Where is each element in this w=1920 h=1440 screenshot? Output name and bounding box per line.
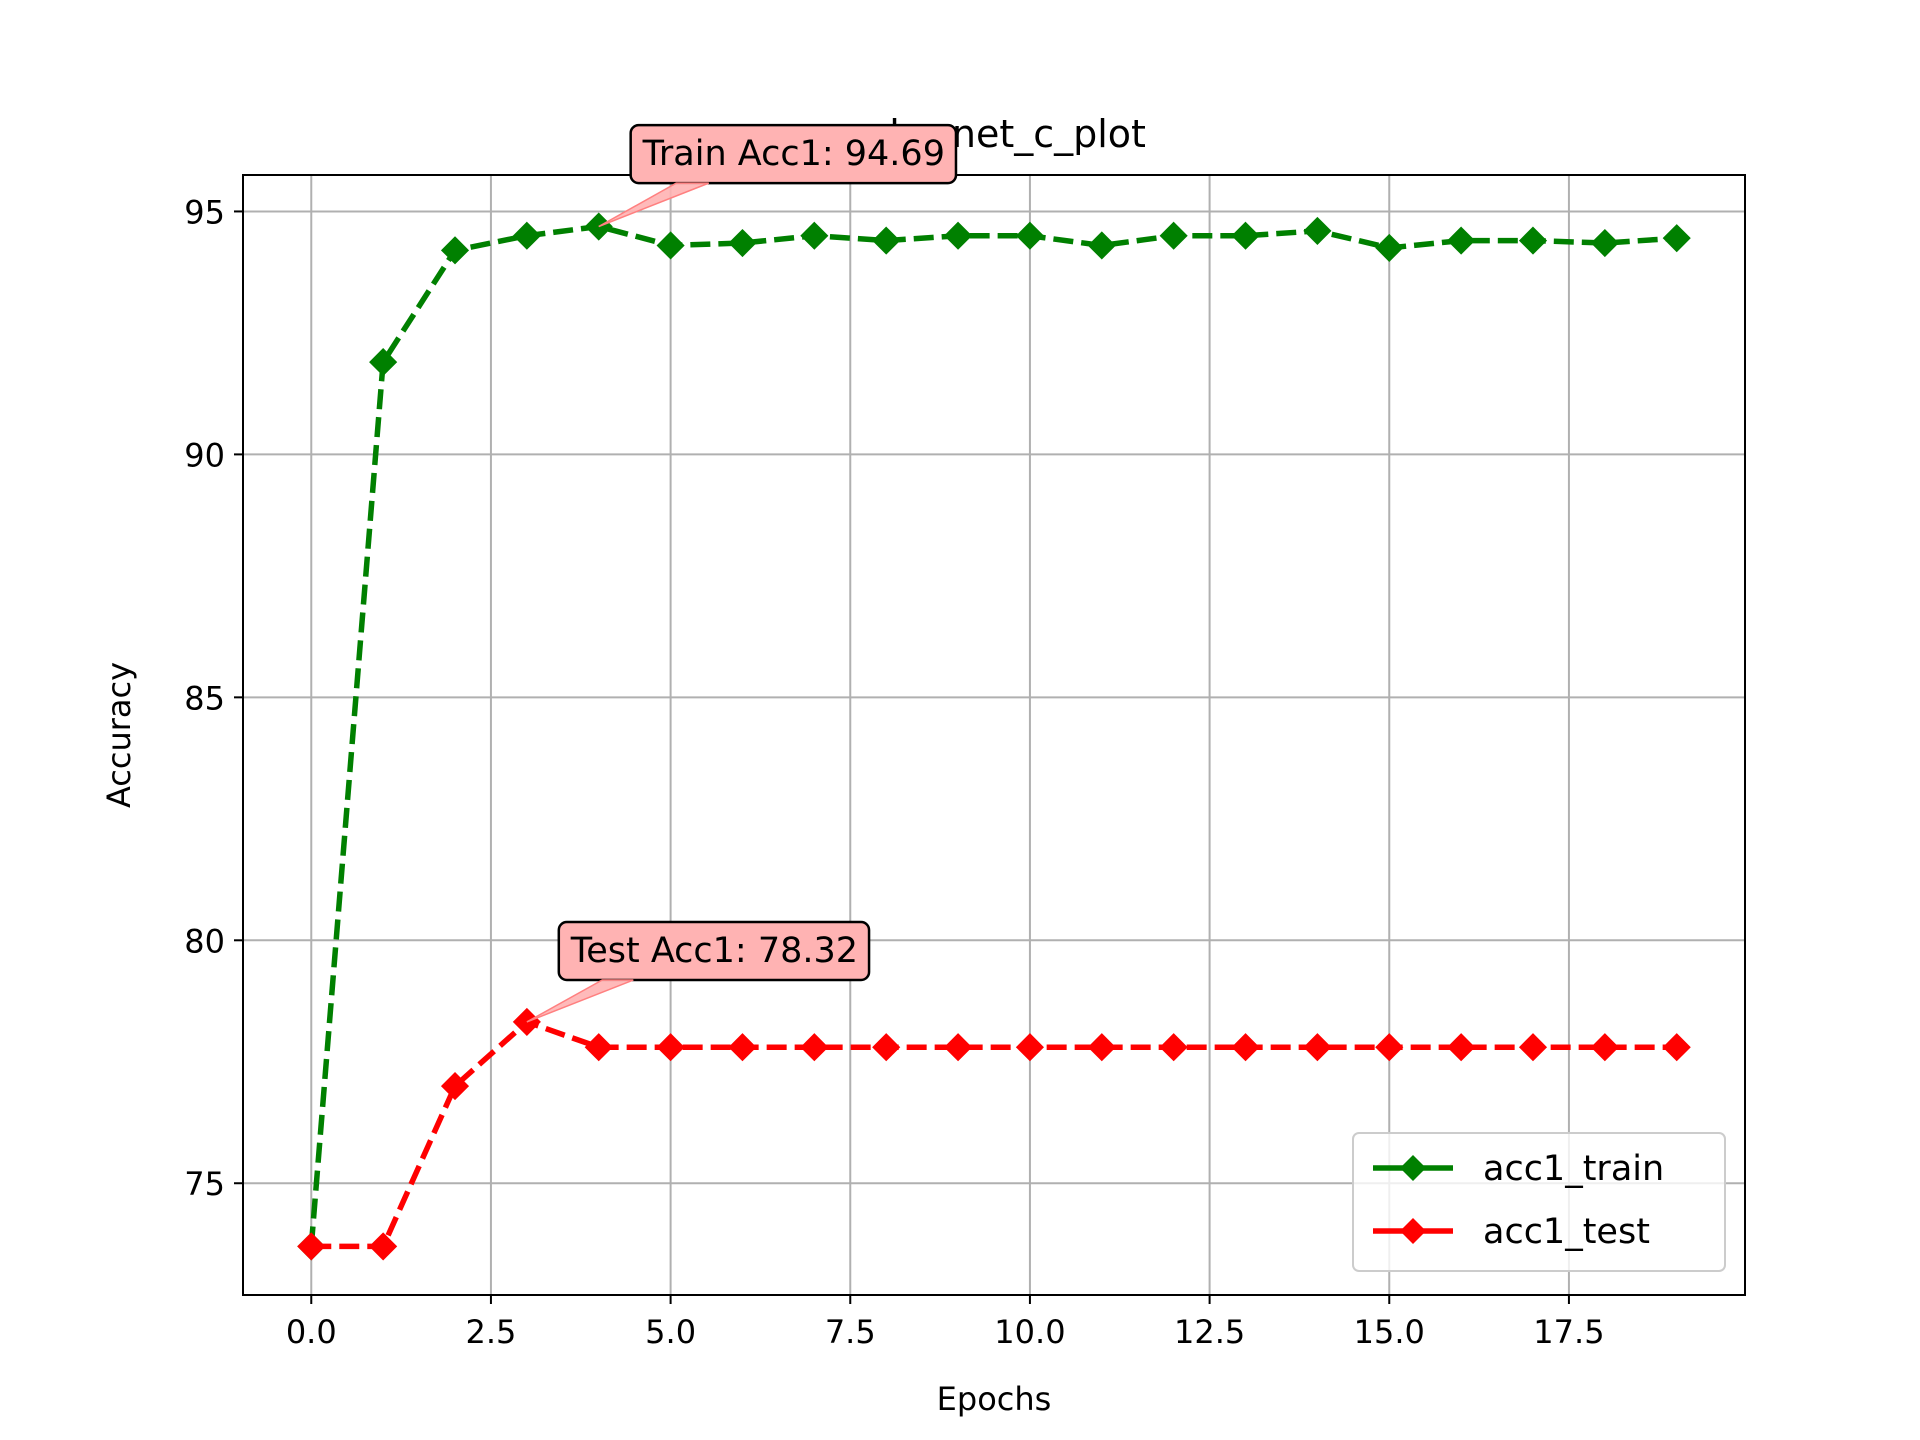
data-point-acc1_test	[1590, 1033, 1619, 1062]
data-point-acc1_test	[440, 1072, 470, 1101]
legend-marker	[1400, 1155, 1426, 1181]
x-tick-label: 10.0	[994, 1313, 1065, 1351]
data-point-acc1_test	[1303, 1033, 1332, 1062]
data-point-acc1_test	[1087, 1033, 1116, 1062]
data-point-acc1_test	[1447, 1033, 1476, 1062]
legend-entry-acc1_test: acc1_test	[1373, 1212, 1650, 1252]
y-axis-label: Accuracy	[100, 662, 138, 808]
legend-label: acc1_train	[1483, 1149, 1664, 1189]
data-point-acc1_train	[512, 221, 541, 250]
series-acc1_test	[297, 1007, 1691, 1261]
data-point-acc1_train	[1015, 221, 1044, 250]
data-point-acc1_train	[1159, 221, 1188, 250]
y-tick-label: 90	[184, 436, 225, 474]
data-point-acc1_test	[1518, 1033, 1548, 1062]
data-point-acc1_test	[1231, 1033, 1260, 1062]
annotation-arrow	[526, 979, 634, 1023]
axes-frame	[242, 174, 1746, 1296]
y-tick-label: 75	[184, 1165, 225, 1203]
x-tick-label: 5.0	[645, 1313, 696, 1351]
y-tick-label: 95	[184, 193, 225, 231]
legend-entry-acc1_train: acc1_train	[1373, 1149, 1664, 1189]
data-point-acc1_train	[440, 236, 470, 265]
data-point-acc1_train	[1590, 228, 1619, 258]
x-tick-label: 2.5	[465, 1313, 516, 1351]
data-point-acc1_train	[728, 228, 757, 258]
data-point-acc1_train	[944, 221, 973, 250]
annotation-arrow	[598, 182, 710, 228]
data-point-acc1_test	[728, 1033, 757, 1062]
annotation: Train Acc1: 94.69	[598, 123, 958, 228]
y-tick-label: 80	[184, 922, 225, 960]
data-point-acc1_train	[1375, 233, 1404, 262]
data-point-acc1_test	[800, 1033, 829, 1062]
annotation-box	[557, 920, 871, 982]
data-point-acc1_test	[1375, 1033, 1404, 1062]
data-point-acc1_train	[1662, 224, 1691, 253]
x-tick-label: 17.5	[1533, 1313, 1604, 1351]
data-point-acc1_train	[369, 348, 398, 377]
ticks: 0.0 2.5 5.0 7.5 10.0 12.5 15.0 17.5 75 80 85 90 95	[184, 193, 1604, 1351]
plot-area	[243, 175, 1745, 1295]
legend: acc1_train acc1_test	[1352, 1132, 1726, 1272]
data-point-acc1_train	[800, 221, 829, 250]
data-point-acc1_train	[1303, 216, 1332, 245]
data-point-acc1_test	[944, 1033, 973, 1062]
x-tick-label: 15.0	[1354, 1313, 1425, 1351]
data-point-acc1_train	[1518, 226, 1548, 255]
data-point-acc1_test	[1015, 1033, 1044, 1062]
x-tick-label: 7.5	[825, 1313, 876, 1351]
data-point-acc1_train	[656, 231, 685, 260]
annotation-box	[629, 123, 958, 185]
series-layer	[297, 212, 1691, 1261]
data-point-acc1_train	[1087, 231, 1116, 260]
annotation-text: Train Acc1: 94.69	[642, 134, 945, 174]
data-point-acc1_train	[1447, 226, 1476, 255]
data-point-acc1_train	[1231, 221, 1260, 250]
x-tick-label: 12.5	[1174, 1313, 1245, 1351]
data-point-acc1_test	[584, 1033, 613, 1062]
annotations: Train Acc1: 94.69 Test Acc1: 78.32	[526, 123, 958, 1023]
x-axis-label: Epochs	[937, 1380, 1052, 1418]
legend-label: acc1_test	[1483, 1212, 1650, 1252]
x-tick-label: 0.0	[286, 1313, 337, 1351]
annotation-text: Test Acc1: 78.32	[570, 931, 858, 971]
data-point-acc1_train	[872, 226, 901, 255]
grid-lines	[243, 175, 1745, 1295]
data-point-acc1_test	[872, 1033, 901, 1062]
legend-marker	[1400, 1218, 1426, 1244]
data-point-acc1_test	[369, 1232, 398, 1261]
data-point-acc1_test	[1159, 1033, 1188, 1062]
data-point-acc1_test	[297, 1232, 326, 1261]
annotation: Test Acc1: 78.32	[526, 920, 871, 1023]
data-point-acc1_test	[1662, 1033, 1691, 1062]
y-tick-label: 85	[184, 679, 225, 717]
data-point-acc1_test	[656, 1033, 685, 1062]
